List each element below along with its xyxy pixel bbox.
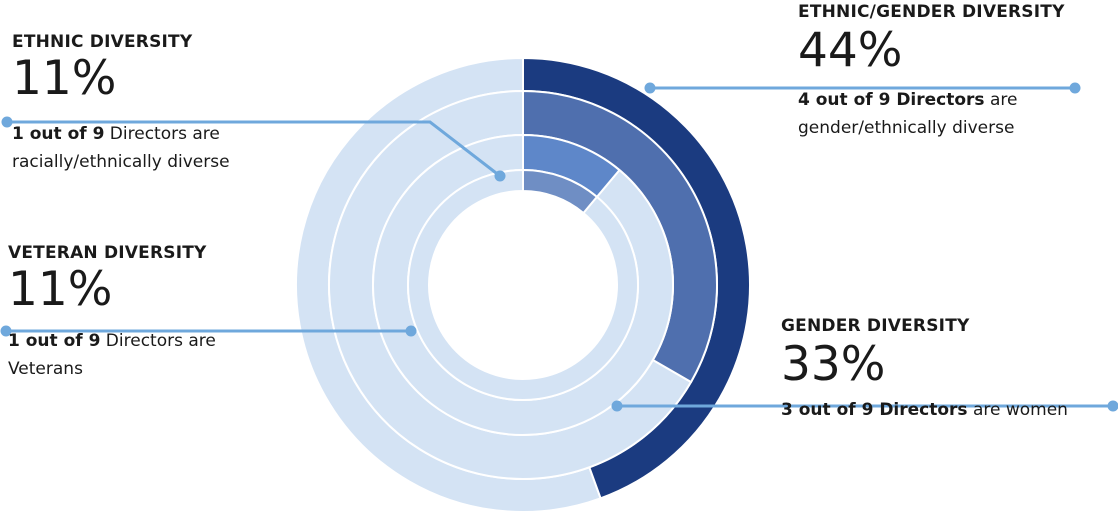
callout-ethgen-description-bold: 4 out of 9 Directors — [798, 90, 985, 110]
callout-veteran-diversity: VETERAN DIVERSITY 11% 1 out of 9 Directo… — [8, 243, 258, 383]
leader-dot-end-gender — [1107, 400, 1118, 412]
callout-ethnic-description-bold: 1 out of 9 — [12, 124, 105, 144]
callout-gender-heading: GENDER DIVERSITY — [781, 316, 970, 336]
callout-ethnic-gender-diversity: ETHNIC/GENDER DIVERSITY 44% 4 out of 9 D… — [798, 2, 1098, 142]
callout-ethnic-percent: 11% — [12, 51, 117, 106]
leader-dot-start-ethnic — [1, 116, 13, 128]
callout-gender-description-rest: are women — [967, 400, 1068, 420]
leader-dot-start-veteran — [0, 325, 12, 337]
leader-dot-start-gender — [611, 400, 623, 412]
callout-ethgen-heading: ETHNIC/GENDER DIVERSITY — [798, 2, 1065, 22]
leader-dot-end-ethnic — [494, 170, 506, 182]
ring-center-hole — [429, 191, 617, 379]
callout-ethgen-percent: 44% — [798, 23, 903, 78]
radial-rings — [295, 56, 751, 513]
callout-veteran-percent: 11% — [8, 262, 113, 317]
callout-gender-description-bold: 3 out of 9 Directors — [781, 400, 968, 420]
callout-ethnic-diversity: ETHNIC DIVERSITY 11% 1 out of 9 Director… — [12, 32, 262, 176]
leader-dot-end-veteran — [405, 325, 417, 337]
callout-gender-diversity: GENDER DIVERSITY 33% 3 out of 9 Director… — [781, 316, 1111, 424]
leader-dot-start-ethnic-gender — [644, 82, 656, 94]
callout-ethgen-description: 4 out of 9 Directors are gender/ethnical… — [798, 86, 1098, 142]
leader-line-ethnic — [7, 120, 501, 178]
callout-ethnic-description-rest: Directors are racially/ethnically divers… — [12, 124, 230, 172]
callout-gender-percent: 33% — [781, 337, 886, 392]
callout-ethnic-heading: ETHNIC DIVERSITY — [12, 32, 193, 52]
leader-dot-end-ethnic-gender — [1069, 82, 1081, 94]
callout-veteran-description-rest: Directors are Veterans — [8, 331, 216, 379]
callout-gender-description: 3 out of 9 Directors are women — [781, 396, 1111, 424]
leader-lines — [0, 82, 1118, 412]
callout-veteran-description: 1 out of 9 Directors are Veterans — [8, 327, 258, 383]
callout-ethnic-description: 1 out of 9 Directors are racially/ethnic… — [12, 120, 262, 176]
callout-veteran-heading: VETERAN DIVERSITY — [8, 243, 207, 263]
callout-veteran-description-bold: 1 out of 9 — [8, 331, 101, 351]
callout-ethgen-description-rest: are gender/ethnically diverse — [798, 90, 1018, 138]
